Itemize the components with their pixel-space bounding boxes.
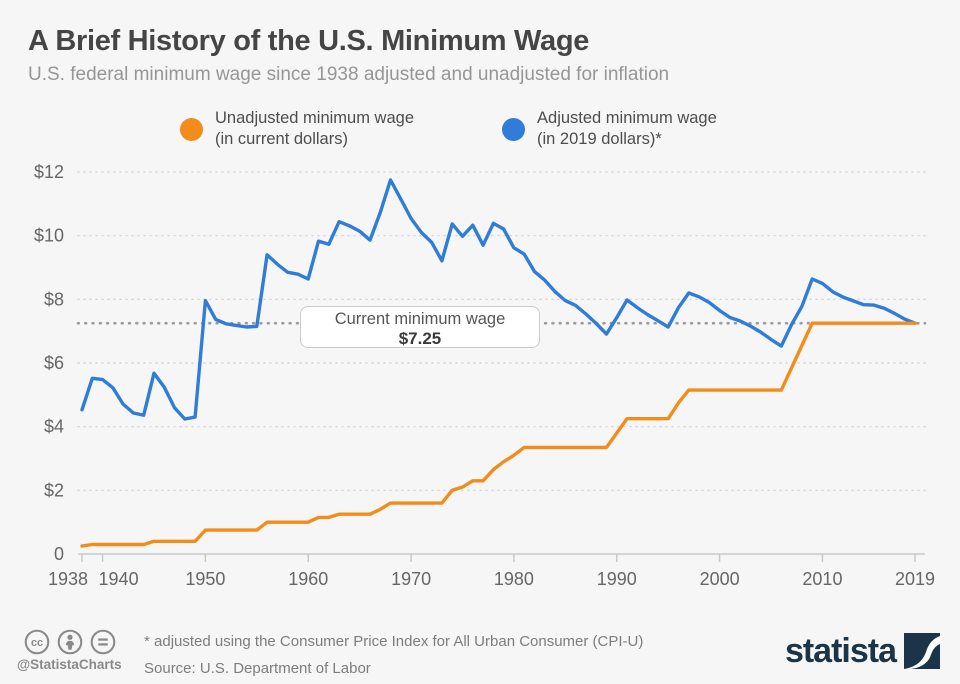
legend-label-line2: (in current dollars) [215,130,348,148]
legend-item-unadjusted: Unadjusted minimum wage (in current doll… [180,108,414,150]
legend-dot-unadjusted-icon [180,117,203,141]
cc-no-derivatives-icon [90,629,116,655]
cc-icon: cc [24,629,50,655]
y-axis-label: $2 [44,480,64,500]
x-axis-label: 2000 [700,569,740,589]
x-axis-label: 1938 [48,569,88,589]
x-axis-label: 1970 [391,569,431,589]
series-line-adjusted [80,178,917,421]
y-axis-label: $8 [44,289,64,309]
x-axis-label: 1980 [494,569,534,589]
chart-legend: Unadjusted minimum wage (in current doll… [180,108,717,150]
y-axis-label: $4 [44,417,64,437]
cc-license-badges: cc [24,629,116,655]
svg-text:cc: cc [31,637,43,649]
y-axis-label: 0 [54,544,64,564]
series-line-unadjusted [80,321,917,548]
legend-label-line1: Adjusted minimum wage [537,109,717,127]
y-axis-label: $6 [44,353,64,373]
x-axis-label: 1940 [99,569,139,589]
statista-logo-icon [904,633,940,669]
annotation-label: Current minimum wage [334,310,506,328]
cc-attribution-icon [57,629,83,655]
page-subtitle: U.S. federal minimum wage since 1938 adj… [28,64,670,85]
legend-label-adjusted: Adjusted minimum wage (in 2019 dollars)* [537,108,717,150]
statista-charts-handle: @StatistaCharts [17,657,122,672]
x-axis-label: 2019 [895,569,935,589]
source-text: Source: U.S. Department of Labor [144,660,371,677]
annotation-value: $7.25 [398,329,442,348]
legend-item-adjusted: Adjusted minimum wage (in 2019 dollars)* [502,108,717,150]
legend-label-unadjusted: Unadjusted minimum wage (in current doll… [215,108,414,150]
x-axis-label: 2010 [802,569,842,589]
footnote-block: * adjusted using the Consumer Price Inde… [144,628,643,682]
current-wage-annotation: Current minimum wage $7.25 [300,306,540,348]
footnote-text: * adjusted using the Consumer Price Inde… [144,633,644,650]
x-axis-label: 1960 [288,569,328,589]
chart-area: $12 $10 $8 $6 $4 $2 0 1938 1940 1950 1960 1970 1980 1… [34,162,935,589]
statista-logo: statista [785,631,940,671]
x-axis-label: 1990 [597,569,637,589]
statista-wordmark: statista [784,632,897,670]
page-title: A Brief History of the U.S. Minimum Wage [28,25,590,57]
y-axis-label: $10 [34,226,64,246]
y-axis-label: $12 [34,162,64,182]
legend-label-line2: (in 2019 dollars)* [537,130,662,148]
legend-label-line1: Unadjusted minimum wage [215,109,415,127]
legend-dot-adjusted-icon [502,117,526,141]
x-axis-label: 1950 [185,569,225,589]
